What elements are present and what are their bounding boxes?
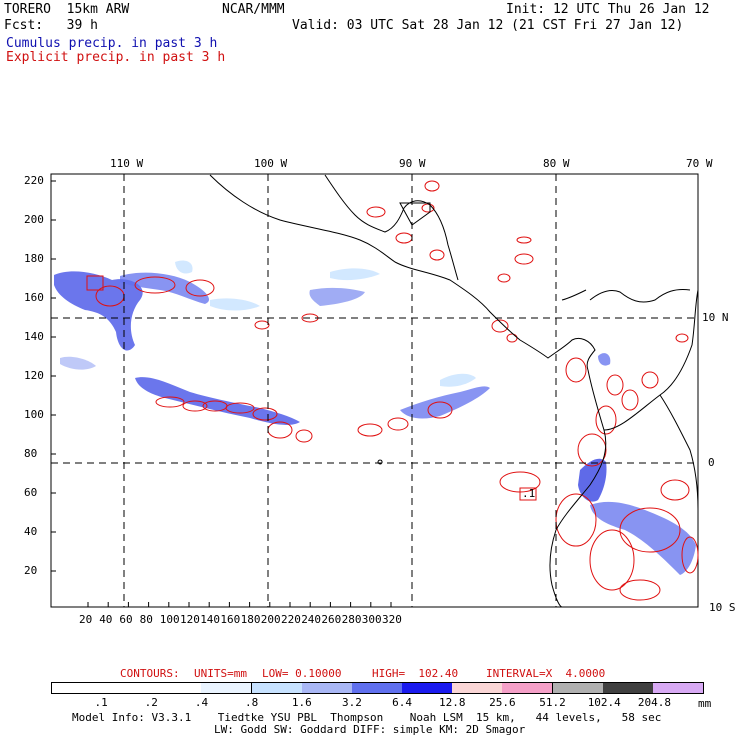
explicit-legend-line: Explicit precip. in past 3 h [6, 50, 226, 65]
scale-value: 204.8 [637, 696, 671, 709]
light-precip-areas [175, 260, 476, 387]
x-tick-label: 160 [220, 613, 241, 626]
scale-swatch [502, 682, 554, 694]
explicit-precip-contours [86, 180, 699, 601]
lat-label-10s: 10 S [709, 601, 736, 614]
scale-value: .8 [244, 696, 259, 709]
scale-value: 25.6 [489, 696, 516, 709]
axis-ticks [51, 180, 392, 607]
contours-interval: INTERVAL=X 4.0000 [486, 667, 606, 680]
scale-swatch [151, 682, 203, 694]
contours-label: CONTOURS: [120, 667, 180, 680]
lon-label-100w: 100 W [254, 157, 288, 170]
x-tick-label: 140 [200, 613, 221, 626]
lat-lon-grid [51, 174, 698, 607]
scale-value: 3.2 [341, 696, 362, 709]
y-tick-label: 80 [24, 447, 38, 460]
scale-swatch [351, 682, 403, 694]
scale-swatch [652, 682, 704, 694]
y-tick-label: 120 [24, 369, 44, 382]
scale-unit: mm [698, 697, 712, 710]
x-tick-label: 20 [79, 613, 93, 626]
scale-value: 12.8 [438, 696, 466, 709]
x-tick-label: 100 [159, 613, 180, 626]
y-tick-label: 160 [24, 291, 44, 304]
coastlines [209, 174, 699, 608]
y-tick-label: 20 [24, 564, 38, 577]
x-tick-label: 260 [321, 613, 342, 626]
x-tick-label: 200 [260, 613, 281, 626]
org-label: NCAR/MMM [222, 2, 285, 17]
x-tick-label: 40 [99, 613, 113, 626]
x-tick-label: 300 [361, 613, 382, 626]
y-tick-label: 40 [24, 525, 38, 538]
y-tick-label: 220 [24, 174, 44, 187]
x-tick-label: 320 [382, 613, 402, 626]
scale-value: 1.6 [291, 696, 312, 709]
x-tick-label: 220 [281, 613, 301, 626]
scale-value: .4 [194, 696, 209, 709]
scale-value: 51.2 [539, 696, 566, 709]
scale-value: .1 [94, 696, 108, 709]
scale-swatch [201, 682, 253, 694]
lon-label-80w: 80 W [543, 157, 570, 170]
scale-swatch [552, 682, 604, 694]
contours-low: LOW= 0.10000 [262, 667, 342, 680]
init-time: Init: 12 UTC Thu 26 Jan 12 [506, 2, 710, 17]
scale-swatch [251, 682, 303, 694]
cumulus-legend-line: Cumulus precip. in past 3 h [6, 36, 218, 51]
x-tick-label: 80 [139, 613, 153, 626]
y-tick-label: 200 [24, 213, 44, 226]
x-tick-label: 280 [341, 613, 362, 626]
scale-swatch [301, 682, 353, 694]
scale-swatch [602, 682, 654, 694]
x-tick-label: 180 [240, 613, 261, 626]
lon-label-110w: 110 W [110, 157, 144, 170]
scale-value: .2 [144, 696, 158, 709]
x-tick-label: 120 [180, 613, 200, 626]
model-info: Model Info: V3.3.1 Tiedtke YSU PBL Thomp… [72, 711, 662, 724]
lon-label-70w: 70 W [686, 157, 713, 170]
physics-info: LW: Godd SW: Goddard DIFF: simple KM: 2D… [214, 723, 526, 736]
scale-swatch [402, 682, 454, 694]
lon-label-90w: 90 W [399, 157, 426, 170]
contours-units: UNITS=mm [194, 667, 247, 680]
scale-value: 102.4 [587, 696, 621, 709]
y-tick-label: 140 [24, 330, 44, 343]
y-tick-label: 60 [24, 486, 38, 499]
lat-label-0: 0 [708, 456, 715, 469]
scale-swatch [452, 682, 504, 694]
scale-swatch [51, 682, 102, 694]
valid-time: Valid: 03 UTC Sat 28 Jan 12 (21 CST Fri … [292, 18, 684, 33]
y-tick-label: 100 [24, 408, 44, 421]
x-tick-label: 240 [301, 613, 322, 626]
contour-value-label: .1 [522, 487, 536, 500]
y-tick-label: 180 [24, 252, 44, 265]
scale-value: 6.4 [392, 696, 412, 709]
x-tick-label: 60 [119, 613, 133, 626]
lat-label-10n: 10 N [702, 311, 729, 324]
model-title: TORERO 15km ARW [4, 2, 130, 17]
scale-swatch [101, 682, 153, 694]
contours-high: HIGH= 102.40 [372, 667, 459, 680]
forecast-hour: Fcst: 39 h [4, 18, 98, 33]
